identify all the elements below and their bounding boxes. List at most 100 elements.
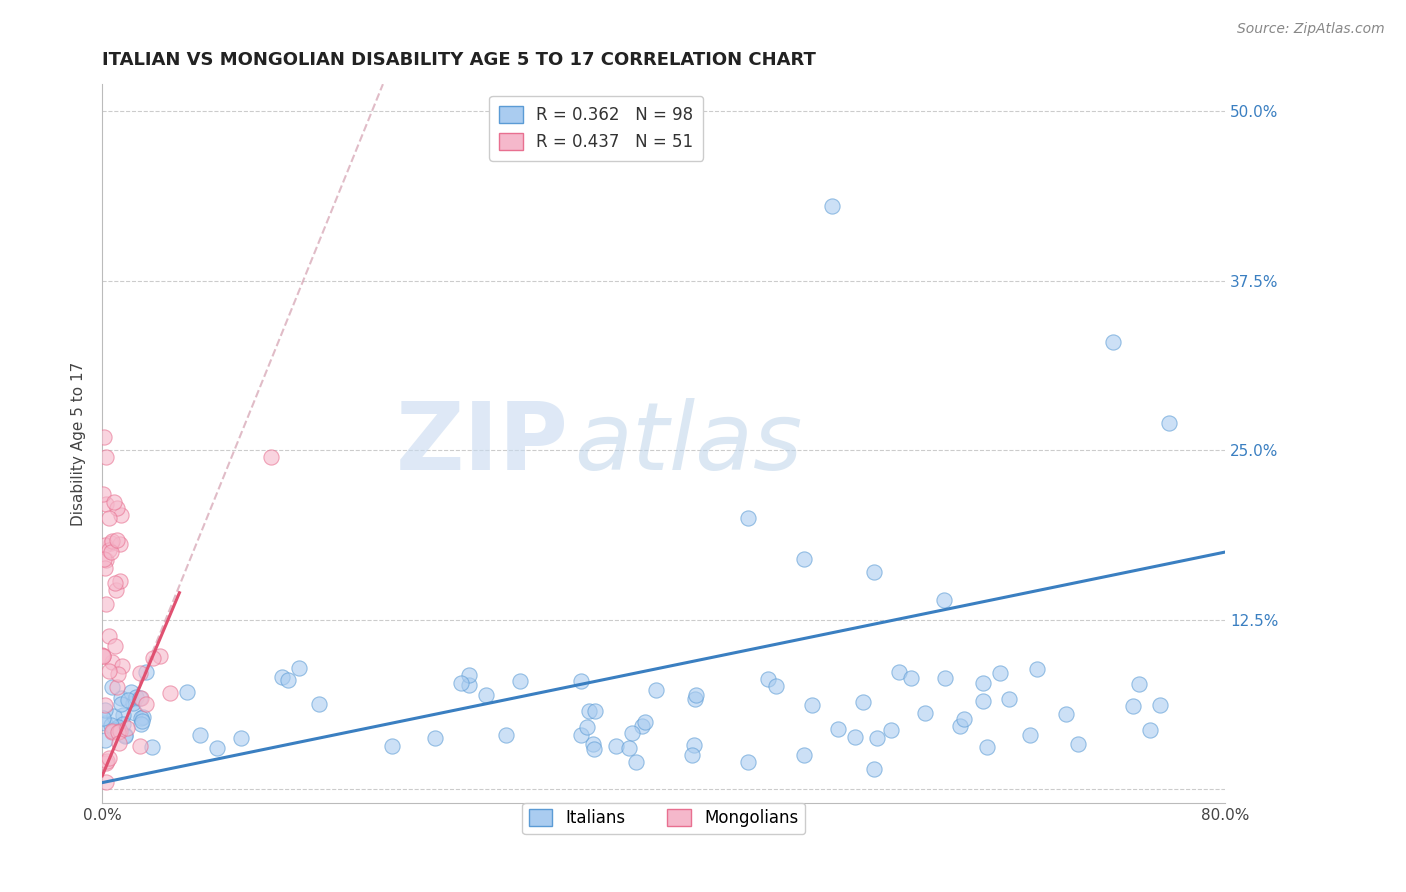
Point xyxy=(94,774,117,789)
Point xyxy=(97,751,120,765)
Point xyxy=(1157,416,1180,430)
Point xyxy=(821,199,844,213)
Point xyxy=(131,716,153,731)
Point xyxy=(141,739,163,754)
Point xyxy=(1139,723,1161,738)
Point xyxy=(793,748,815,763)
Point xyxy=(1026,662,1049,676)
Point xyxy=(112,708,135,723)
Point xyxy=(94,716,117,731)
Point xyxy=(110,508,132,523)
Point xyxy=(159,686,181,700)
Point xyxy=(94,497,117,511)
Point xyxy=(129,711,152,725)
Point xyxy=(117,693,139,707)
Point xyxy=(129,690,152,705)
Point xyxy=(259,450,281,464)
Point xyxy=(827,722,849,736)
Point xyxy=(105,501,128,516)
Point xyxy=(103,495,125,509)
Point xyxy=(121,696,143,710)
Point xyxy=(458,678,481,692)
Point xyxy=(793,551,815,566)
Point xyxy=(578,704,600,718)
Point xyxy=(93,649,115,664)
Point xyxy=(801,698,824,712)
Point xyxy=(1054,706,1077,721)
Point xyxy=(644,683,666,698)
Point xyxy=(93,698,115,713)
Point xyxy=(107,725,129,739)
Point xyxy=(91,648,114,663)
Point xyxy=(277,673,299,687)
Point xyxy=(101,723,124,738)
Point xyxy=(110,697,132,711)
Point xyxy=(124,706,146,721)
Point xyxy=(949,719,972,733)
Point xyxy=(110,690,132,705)
Text: ITALIAN VS MONGOLIAN DISABILITY AGE 5 TO 17 CORRELATION CHART: ITALIAN VS MONGOLIAN DISABILITY AGE 5 TO… xyxy=(103,51,815,69)
Legend: Italians, Mongolians: Italians, Mongolians xyxy=(523,803,806,834)
Point xyxy=(624,756,647,770)
Point xyxy=(101,725,124,739)
Point xyxy=(107,667,129,681)
Point xyxy=(952,712,974,726)
Point xyxy=(620,725,643,739)
Point xyxy=(582,737,605,751)
Point xyxy=(569,674,592,689)
Point xyxy=(100,536,122,550)
Point xyxy=(98,511,121,525)
Point xyxy=(104,639,127,653)
Point xyxy=(425,731,447,745)
Point xyxy=(128,665,150,680)
Point xyxy=(96,450,118,464)
Point xyxy=(271,670,294,684)
Point xyxy=(900,671,922,685)
Point xyxy=(880,723,903,737)
Point xyxy=(103,723,125,737)
Point xyxy=(575,720,598,734)
Point xyxy=(583,705,606,719)
Point xyxy=(104,582,127,597)
Point xyxy=(94,553,117,567)
Point xyxy=(683,692,706,706)
Point xyxy=(681,748,703,763)
Text: Source: ZipAtlas.com: Source: ZipAtlas.com xyxy=(1237,22,1385,37)
Point xyxy=(105,533,128,547)
Point xyxy=(976,739,998,754)
Point xyxy=(125,690,148,704)
Point xyxy=(100,718,122,732)
Point xyxy=(737,511,759,525)
Point xyxy=(91,710,114,724)
Point xyxy=(101,680,124,694)
Point xyxy=(207,740,229,755)
Point xyxy=(619,741,641,756)
Point xyxy=(107,720,129,734)
Point xyxy=(1122,698,1144,713)
Point xyxy=(115,721,138,735)
Point xyxy=(1128,677,1150,691)
Point xyxy=(458,667,481,681)
Point xyxy=(231,731,253,746)
Point xyxy=(135,697,157,711)
Point xyxy=(93,430,115,444)
Point xyxy=(97,665,120,679)
Point xyxy=(863,566,886,580)
Point xyxy=(495,728,517,742)
Point xyxy=(108,723,131,738)
Point xyxy=(683,738,706,752)
Point xyxy=(475,688,498,702)
Point xyxy=(112,717,135,731)
Point xyxy=(1067,737,1090,751)
Point xyxy=(101,533,124,548)
Point xyxy=(93,552,115,566)
Point xyxy=(114,728,136,742)
Point xyxy=(509,674,531,689)
Point xyxy=(1019,728,1042,742)
Point xyxy=(142,651,165,665)
Point xyxy=(852,695,875,709)
Point xyxy=(108,574,131,588)
Text: atlas: atlas xyxy=(574,398,801,489)
Point xyxy=(93,538,115,552)
Point xyxy=(934,592,956,607)
